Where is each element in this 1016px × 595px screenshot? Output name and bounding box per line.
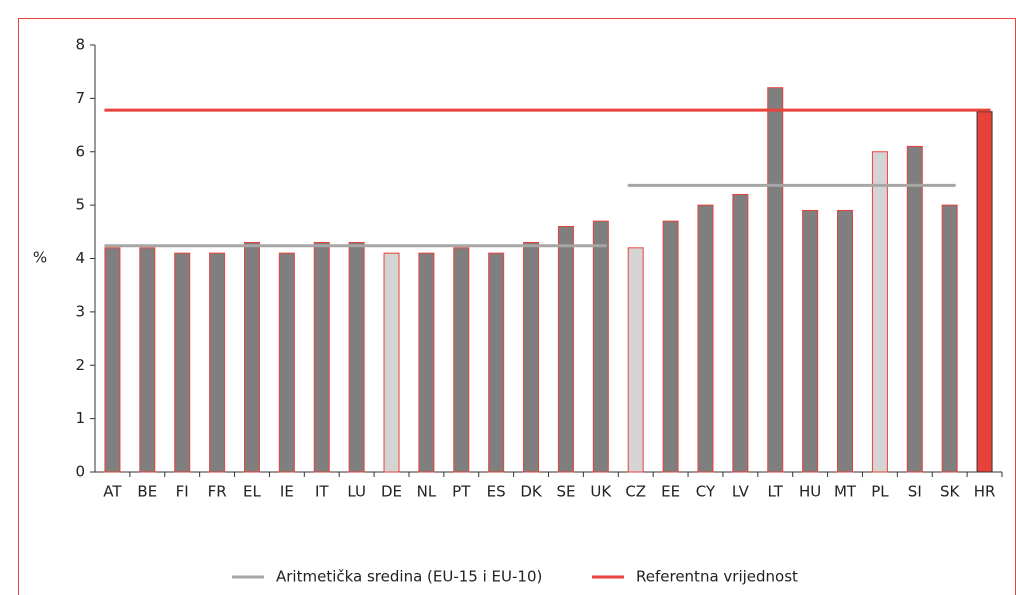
bar <box>802 209 819 473</box>
y-tick-label: 7 <box>75 89 85 107</box>
x-tick-label: SI <box>908 483 922 501</box>
x-tick-label: DE <box>381 483 402 501</box>
x-tick-label: PL <box>871 483 889 501</box>
x-tick-label: SK <box>940 483 961 501</box>
x-tick-label: CZ <box>625 483 646 501</box>
bar <box>209 252 226 473</box>
bar <box>488 252 505 473</box>
x-tick-label: LU <box>347 483 366 501</box>
y-tick-label: 4 <box>75 249 85 267</box>
y-tick-label: 1 <box>75 409 85 427</box>
y-tick-label: 5 <box>75 196 85 214</box>
x-tick-label: MT <box>834 483 857 501</box>
legend-label: Referentna vrijednost <box>636 568 798 586</box>
x-tick-label: SE <box>556 483 575 501</box>
x-tick-label: FI <box>176 483 189 501</box>
bar <box>104 247 121 473</box>
x-tick-label: IE <box>280 483 294 501</box>
bar <box>592 220 609 473</box>
bar <box>557 225 574 473</box>
x-tick-label: DK <box>520 483 543 501</box>
x-tick-label: CY <box>696 483 716 501</box>
x-tick-label: LV <box>732 483 750 501</box>
bar <box>278 252 295 473</box>
frame <box>18 18 1016 595</box>
x-tick-label: PT <box>452 483 471 501</box>
x-tick-label: EE <box>661 483 680 501</box>
x-tick-label: NL <box>417 483 437 501</box>
bar <box>697 204 714 473</box>
bar <box>453 247 470 473</box>
bar <box>837 209 854 473</box>
bar <box>871 151 888 473</box>
bar <box>139 247 156 473</box>
x-tick-label: HR <box>974 483 996 501</box>
bar <box>662 220 679 473</box>
bar <box>767 87 784 473</box>
legend-label: Aritmetička sredina (EU-15 i EU-10) <box>276 568 542 586</box>
x-tick-label: AT <box>103 483 122 501</box>
bar <box>627 247 644 473</box>
y-tick-label: 8 <box>75 36 85 54</box>
x-tick-label: UK <box>590 483 612 501</box>
x-tick-label: IT <box>315 483 329 501</box>
x-tick-label: EL <box>243 483 261 501</box>
bar <box>383 252 400 473</box>
y-tick-label: 0 <box>75 463 85 481</box>
bar <box>976 111 993 473</box>
x-tick-label: ES <box>487 483 506 501</box>
bar <box>243 241 260 473</box>
y-tick-label: 3 <box>75 302 85 320</box>
y-tick-label: 2 <box>75 356 85 374</box>
bar <box>523 241 540 473</box>
x-tick-label: HU <box>799 483 821 501</box>
bar <box>174 252 191 473</box>
bar <box>418 252 435 473</box>
bar <box>941 204 958 473</box>
y-tick-label: 6 <box>75 142 85 160</box>
x-tick-label: FR <box>208 483 227 501</box>
x-tick-label: BE <box>137 483 157 501</box>
bar <box>348 241 365 473</box>
y-axis-label: % <box>33 249 47 267</box>
bar <box>732 193 749 473</box>
x-tick-label: LT <box>768 483 784 501</box>
bar <box>313 241 330 473</box>
bar <box>906 145 923 473</box>
